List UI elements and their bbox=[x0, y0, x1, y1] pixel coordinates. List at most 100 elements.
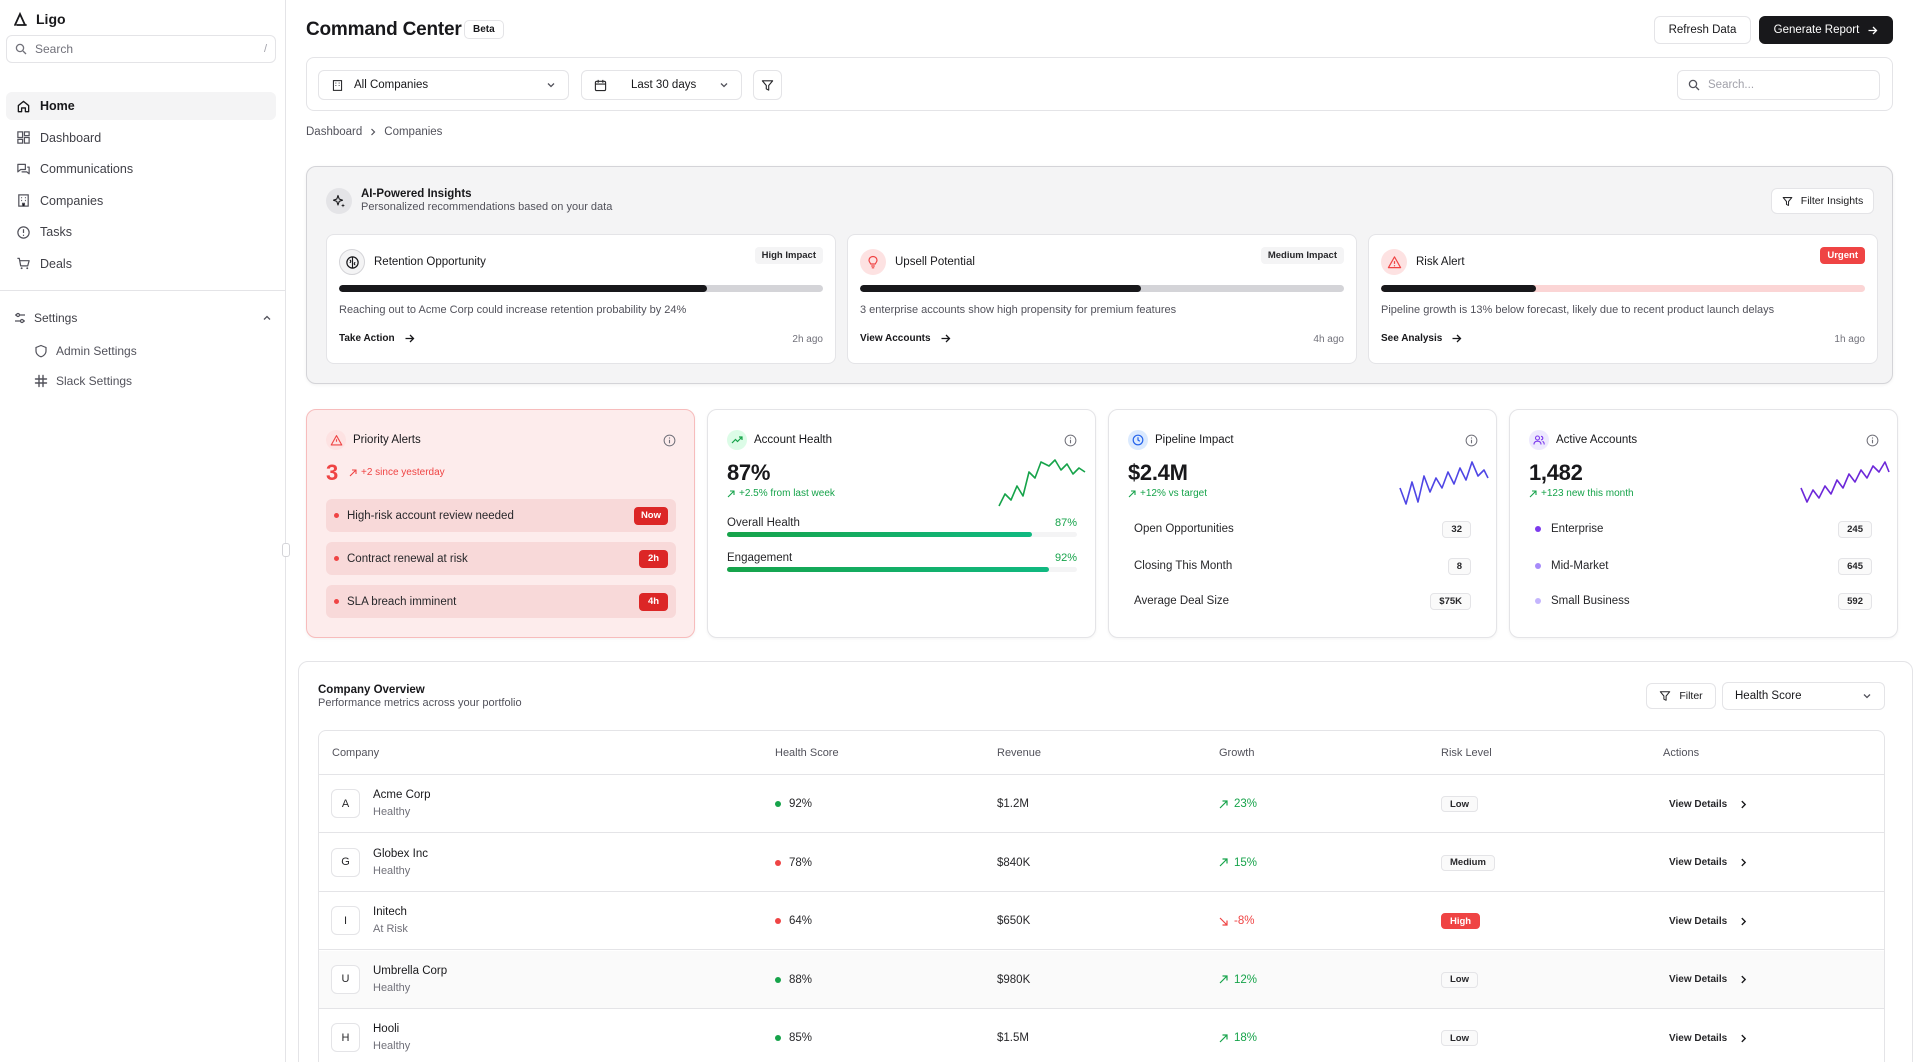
view-details-label: View Details bbox=[1669, 915, 1728, 927]
table-row[interactable]: G Globex Inc Healthy 78% $840K 15% Mediu… bbox=[319, 834, 1884, 892]
filter-button[interactable] bbox=[753, 70, 782, 100]
overview-title: Company Overview bbox=[318, 684, 425, 696]
company-select[interactable]: All Companies bbox=[318, 70, 569, 100]
insight-progress-fill bbox=[339, 285, 707, 292]
info-icon[interactable] bbox=[1064, 434, 1077, 447]
segment-count: 592 bbox=[1838, 592, 1872, 610]
alert-row[interactable]: Contract renewal at risk 2h bbox=[326, 542, 676, 575]
sidebar-subitem-label: Admin Settings bbox=[56, 344, 137, 358]
pipeline-row-value: 32 bbox=[1442, 520, 1471, 538]
chevron-down-icon bbox=[720, 83, 728, 88]
company-name[interactable]: Acme Corp bbox=[373, 789, 431, 801]
trend-up-icon bbox=[1219, 858, 1228, 867]
sliders-icon bbox=[15, 312, 25, 324]
brand[interactable]: Ligo bbox=[12, 8, 66, 30]
company-avatar: I bbox=[331, 906, 360, 935]
sidebar-item-home[interactable]: Home bbox=[6, 92, 276, 120]
breadcrumb-dashboard[interactable]: Dashboard bbox=[306, 126, 363, 138]
column-header[interactable]: Growth bbox=[1219, 747, 1255, 759]
date-range-select[interactable]: Last 30 days bbox=[581, 70, 742, 100]
company-name[interactable]: Umbrella Corp bbox=[373, 964, 448, 977]
refresh-data-label: Refresh Data bbox=[1668, 24, 1737, 36]
sidebar-item-tasks[interactable]: Tasks bbox=[6, 218, 276, 246]
overall-health-pct: 87% bbox=[1054, 517, 1077, 529]
health-score-cell: 64% bbox=[775, 892, 812, 950]
settings-section-toggle[interactable]: Settings bbox=[14, 308, 272, 328]
building-icon bbox=[332, 79, 343, 91]
warning-icon bbox=[1381, 249, 1407, 275]
health-dot bbox=[775, 976, 781, 983]
warning-icon bbox=[326, 430, 346, 450]
chevron-right-icon bbox=[1741, 1034, 1747, 1042]
overview-subtitle: Performance metrics across your portfoli… bbox=[318, 697, 522, 709]
view-details-button[interactable]: View Details bbox=[1669, 834, 1748, 892]
segment-dot bbox=[1535, 526, 1541, 532]
trend-up-icon bbox=[727, 489, 735, 497]
table-row[interactable]: U Umbrella Corp Healthy 88% $980K 12% Lo… bbox=[319, 950, 1884, 1009]
take-action-link[interactable]: Take Action bbox=[339, 333, 415, 344]
company-status: At Risk bbox=[373, 923, 408, 935]
info-icon[interactable] bbox=[1866, 434, 1879, 447]
segment-label: Mid-Market bbox=[1551, 560, 1609, 572]
overview-filter-button[interactable]: Filter bbox=[1646, 683, 1716, 709]
column-header[interactable]: Company bbox=[332, 747, 380, 759]
sidebar-search-input[interactable]: Search / bbox=[6, 35, 276, 63]
beta-badge: Beta bbox=[464, 20, 504, 39]
health-score-cell: 78% bbox=[775, 834, 812, 892]
info-icon[interactable] bbox=[1465, 434, 1478, 447]
breadcrumb: Dashboard Companies bbox=[306, 126, 442, 138]
revenue-cell: $980K bbox=[997, 973, 1031, 986]
chevron-right-icon bbox=[1741, 917, 1747, 925]
growth-cell: 23% bbox=[1219, 775, 1257, 833]
insight-card-risk: Risk Alert Urgent Pipeline growth is 13%… bbox=[1368, 234, 1878, 364]
sort-select[interactable]: Health Score bbox=[1722, 682, 1885, 710]
column-header[interactable]: Risk Level bbox=[1441, 747, 1492, 759]
company-name[interactable]: Hooli bbox=[373, 1023, 400, 1035]
sidebar-item-admin-settings[interactable]: Admin Settings bbox=[34, 341, 137, 361]
view-details-button[interactable]: View Details bbox=[1669, 775, 1748, 833]
insights-title: AI-Powered Insights bbox=[361, 188, 472, 200]
metric-title: Active Accounts bbox=[1556, 434, 1638, 446]
company-name[interactable]: Globex Inc bbox=[373, 847, 428, 860]
sidebar-item-deals[interactable]: Deals bbox=[6, 250, 276, 278]
metric-value: $2.4M bbox=[1128, 460, 1188, 485]
view-details-label: View Details bbox=[1669, 798, 1728, 810]
segment-count: 245 bbox=[1838, 520, 1872, 538]
growth-value: 15% bbox=[1234, 856, 1258, 869]
view-details-button[interactable]: View Details bbox=[1669, 951, 1748, 1009]
metric-value: 3 bbox=[326, 460, 339, 485]
generate-report-button[interactable]: Generate Report bbox=[1759, 16, 1893, 44]
cart-icon bbox=[17, 257, 30, 270]
health-dot bbox=[775, 918, 781, 924]
table-row[interactable]: I Initech At Risk 64% $650K -8% High Vie… bbox=[319, 892, 1884, 950]
search-icon bbox=[15, 43, 27, 55]
table-row[interactable]: H Hooli Healthy 85% $1.5M 18% Low View D… bbox=[319, 1009, 1884, 1062]
toolbar-search-input[interactable]: Search... bbox=[1677, 70, 1880, 100]
segment-label: Small Business bbox=[1551, 595, 1630, 607]
sidebar: Ligo Search / Home Dashboard Communicati… bbox=[0, 0, 290, 1062]
sidebar-item-communications[interactable]: Communications bbox=[6, 155, 276, 183]
alert-row[interactable]: High-risk account review needed Now bbox=[326, 499, 676, 532]
table-row[interactable]: A Acme Corp Healthy 92% $1.2M 23% Low Vi… bbox=[319, 775, 1884, 833]
column-header[interactable]: Revenue bbox=[997, 747, 1042, 759]
filter-icon bbox=[761, 79, 774, 91]
breadcrumb-companies[interactable]: Companies bbox=[384, 126, 443, 138]
company-name[interactable]: Initech bbox=[373, 906, 407, 918]
chevron-right-icon bbox=[371, 128, 376, 136]
alert-row[interactable]: SLA breach imminent 4h bbox=[326, 585, 676, 618]
ligo-logo-icon bbox=[14, 11, 27, 26]
view-accounts-link[interactable]: View Accounts bbox=[860, 333, 951, 344]
sidebar-item-dashboard[interactable]: Dashboard bbox=[6, 124, 276, 152]
column-header[interactable]: Health Score bbox=[775, 747, 839, 759]
view-details-button[interactable]: View Details bbox=[1669, 1009, 1748, 1062]
view-details-button[interactable]: View Details bbox=[1669, 892, 1748, 950]
sidebar-item-companies[interactable]: Companies bbox=[6, 187, 276, 215]
metric-value: 1,482 bbox=[1529, 460, 1583, 485]
revenue-cell: $650K bbox=[997, 915, 1031, 927]
sidebar-item-slack-settings[interactable]: Slack Settings bbox=[34, 371, 132, 391]
see-analysis-link[interactable]: See Analysis bbox=[1381, 333, 1462, 344]
refresh-data-button[interactable]: Refresh Data bbox=[1654, 16, 1751, 44]
filter-insights-button[interactable]: Filter Insights bbox=[1771, 188, 1874, 214]
info-icon[interactable] bbox=[663, 434, 676, 447]
sidebar-resize-handle[interactable] bbox=[282, 543, 290, 557]
